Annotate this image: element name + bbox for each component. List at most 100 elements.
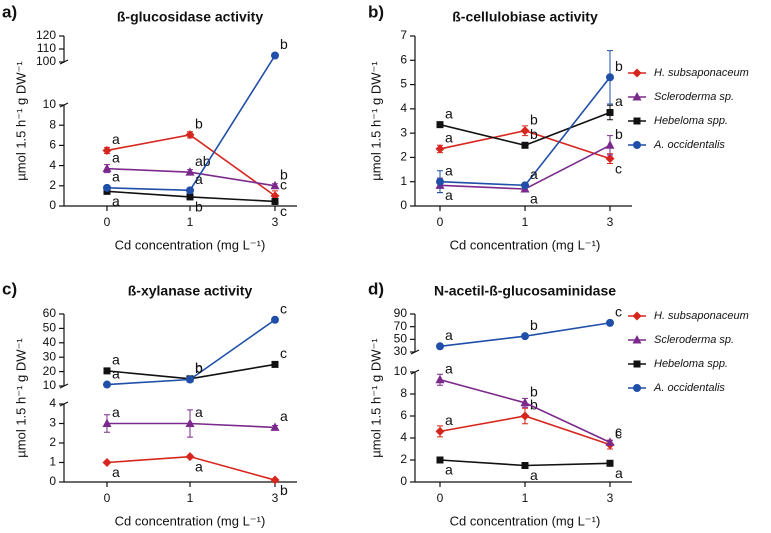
- panel-label: b): [368, 2, 384, 21]
- significance-letter: a: [445, 162, 453, 178]
- significance-letter: a: [112, 464, 120, 480]
- y-tick-label: 3: [49, 416, 56, 430]
- marker: [185, 418, 195, 427]
- y-tick-label: 0: [49, 474, 56, 488]
- y-tick-label: 2: [49, 435, 56, 449]
- panel-label: a): [2, 2, 17, 21]
- marker: [185, 167, 195, 176]
- y-tick-label: 100: [36, 54, 56, 68]
- significance-letter: b: [530, 317, 538, 333]
- significance-letter: b: [615, 126, 623, 142]
- significance-letter: a: [445, 187, 453, 203]
- marker: [632, 335, 642, 344]
- marker: [605, 437, 615, 446]
- marker: [103, 380, 111, 389]
- x-tick-label: 3: [607, 215, 614, 229]
- y-tick-label: 6: [400, 408, 407, 422]
- marker: [270, 180, 280, 190]
- x-tick-label: 0: [437, 215, 444, 229]
- significance-letter: b: [615, 58, 623, 74]
- significance-letter: c: [280, 345, 287, 361]
- legend-label: Scleroderma sp.: [654, 334, 734, 346]
- significance-letter: a: [445, 105, 453, 121]
- significance-letter: b: [530, 384, 538, 400]
- significance-letter: a: [280, 408, 288, 424]
- marker: [521, 141, 529, 149]
- x-tick-label: 3: [272, 491, 279, 505]
- marker: [102, 145, 112, 155]
- marker: [185, 130, 195, 140]
- significance-letter: a: [445, 462, 453, 478]
- chart-title: ß-xylanase activity: [128, 283, 253, 299]
- marker: [271, 51, 279, 60]
- significance-letter: a: [112, 169, 120, 185]
- x-tick-label: 1: [187, 491, 194, 505]
- y-tick-label: 5: [400, 77, 407, 91]
- marker: [102, 418, 112, 427]
- series-line: [106, 455, 276, 481]
- axis-break: [59, 102, 69, 108]
- axis-break: [59, 401, 69, 407]
- significance-letter: a: [445, 327, 453, 343]
- y-tick-label: 120: [36, 28, 56, 42]
- x-tick-label: 3: [607, 491, 614, 505]
- y-tick-label: 4: [49, 158, 56, 172]
- marker: [605, 154, 615, 164]
- significance-letter: a: [112, 352, 120, 368]
- marker: [520, 411, 530, 421]
- significance-letter: a: [112, 149, 120, 165]
- y-tick-label: 10: [43, 97, 57, 111]
- x-tick-label: 0: [437, 491, 444, 505]
- marker: [633, 384, 641, 392]
- marker: [521, 332, 529, 341]
- marker: [633, 360, 641, 368]
- significance-letter: b: [530, 397, 538, 413]
- marker: [436, 121, 444, 129]
- significance-letter: b: [280, 482, 288, 498]
- marker: [606, 73, 614, 82]
- marker: [435, 374, 445, 384]
- y-tick-label: 6: [400, 52, 407, 66]
- axis-break: [410, 369, 420, 375]
- y-tick-label: 40: [43, 335, 57, 349]
- significance-letter: c: [615, 304, 622, 320]
- marker: [270, 475, 280, 485]
- significance-letter: c: [280, 300, 287, 316]
- y-tick-label: 8: [400, 386, 407, 400]
- y-tick-label: 70: [394, 319, 408, 333]
- marker: [633, 141, 641, 149]
- marker: [436, 456, 444, 464]
- significance-letter: b: [530, 126, 538, 142]
- legend-label: H. subsaponaceum: [654, 67, 749, 79]
- marker: [103, 367, 111, 375]
- significance-letter: c: [615, 160, 622, 176]
- significance-letter: a: [615, 465, 623, 481]
- y-tick-label: 1: [49, 455, 56, 469]
- marker: [606, 318, 614, 327]
- marker: [186, 375, 194, 384]
- significance-letter: a: [530, 166, 538, 182]
- x-tick-label: 1: [522, 215, 529, 229]
- significance-letter: a: [615, 93, 623, 109]
- significance-letter: a: [445, 130, 453, 146]
- marker: [103, 183, 111, 192]
- y-tick-label: 4: [400, 101, 407, 115]
- marker: [186, 186, 194, 195]
- y-tick-label: 2: [400, 150, 407, 164]
- y-tick-label: 110: [37, 41, 56, 55]
- x-tick-label: 0: [104, 491, 111, 505]
- significance-letter: a: [112, 193, 120, 209]
- significance-letter: b: [280, 167, 288, 183]
- marker: [435, 144, 445, 154]
- significance-letter: a: [445, 412, 453, 428]
- x-axis-label: Cd concentration (mg L⁻¹): [450, 237, 601, 252]
- significance-letter: a: [195, 171, 203, 187]
- significance-letter: a: [112, 404, 120, 420]
- y-tick-label: 7: [400, 28, 407, 42]
- significance-letter: b: [280, 36, 288, 52]
- x-axis-label: Cd concentration (mg L⁻¹): [450, 513, 601, 528]
- y-tick-label: 50: [394, 332, 408, 346]
- marker: [520, 126, 530, 136]
- chart-title: N-acetil-ß-glucosaminidase: [434, 283, 616, 299]
